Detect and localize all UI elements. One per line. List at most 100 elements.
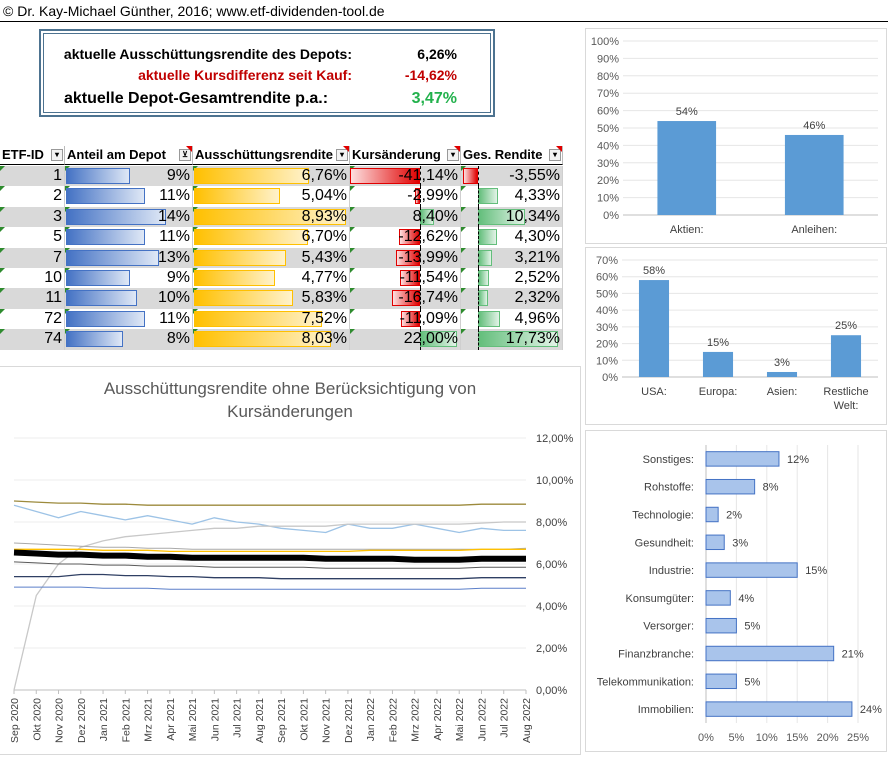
x-tick-label: Mrz 2022 (410, 698, 422, 742)
etf-id-cell[interactable]: 3 (0, 206, 65, 228)
data-label: 15% (707, 337, 729, 349)
filter-active-icon[interactable]: ⊻ (179, 149, 191, 161)
yield-cell[interactable]: 4,77% (193, 268, 350, 289)
column-header-label: Anteil am Depot (67, 147, 166, 162)
yield-value: 6,70% (301, 228, 347, 246)
etf-id-cell[interactable]: 5 (0, 227, 65, 248)
change-cell[interactable]: -13,99% (350, 247, 461, 268)
yield-cell[interactable]: 6,70% (193, 227, 350, 248)
share-cell[interactable]: 11% (65, 186, 193, 207)
cell-marker-icon (461, 288, 466, 294)
total-cell[interactable]: 17,73% (461, 329, 563, 350)
share-value: 10% (157, 289, 190, 307)
column-header-yield[interactable]: Ausschüttungsrendite ▾ (193, 146, 350, 165)
yield-cell[interactable]: 8,93% (193, 206, 350, 228)
change-cell[interactable]: -12,62% (350, 227, 461, 248)
share-value: 11% (159, 187, 190, 205)
total-value: 17,73% (505, 330, 560, 348)
x-tick-label: Apr 2021 (165, 698, 177, 741)
yield-value: 5,83% (301, 289, 347, 307)
bar-axis (478, 329, 479, 350)
x-tick-label: Jun 2022 (476, 698, 488, 741)
series-line (13, 542, 527, 550)
change-value: -12,62% (398, 228, 458, 246)
etf-id-cell[interactable]: 11 (0, 288, 65, 309)
dropdown-arrow-icon[interactable]: ▾ (549, 149, 561, 161)
change-cell[interactable]: -11,09% (350, 308, 461, 330)
total-cell[interactable]: 4,96% (461, 308, 563, 330)
x-tick-label: Nov 2021 (321, 698, 333, 743)
column-header-etf-id[interactable]: ETF-ID ▾ (0, 146, 65, 165)
series-line (14, 573, 526, 580)
etf-id-cell[interactable]: 1 (0, 166, 65, 187)
etf-id-cell[interactable]: 7 (0, 247, 65, 268)
yield-cell[interactable]: 6,76% (193, 166, 350, 187)
change-cell[interactable]: -41,14% (350, 166, 461, 187)
y-tick-label: 40% (597, 140, 619, 152)
yield-cell[interactable]: 5,04% (193, 186, 350, 207)
change-cell[interactable]: -2,99% (350, 186, 461, 207)
share-cell[interactable]: 9% (65, 268, 193, 289)
share-cell[interactable]: 9% (65, 166, 193, 187)
column-header-share[interactable]: Anteil am Depot ⊻ (65, 146, 193, 165)
total-cell[interactable]: 4,30% (461, 227, 563, 248)
yield-cell[interactable]: 7,52% (193, 308, 350, 330)
share-cell[interactable]: 13% (65, 247, 193, 268)
bar (784, 134, 844, 215)
column-header-total[interactable]: Ges. Rendite ▾ (461, 146, 563, 165)
etf-id-cell[interactable]: 2 (0, 186, 65, 207)
change-cell[interactable]: 8,40% (350, 206, 461, 228)
y-tick-label: 60% (596, 272, 618, 284)
yield-data-bar (194, 208, 346, 225)
change-data-bar (350, 168, 420, 184)
category-label: Versorger: (643, 621, 694, 633)
cell-marker-icon (0, 288, 5, 294)
y-tick-label: 2,00% (536, 643, 567, 655)
total-cell[interactable]: -3,55% (461, 166, 563, 187)
dropdown-arrow-icon[interactable]: ▾ (336, 149, 348, 161)
change-cell[interactable]: -16,74% (350, 288, 461, 309)
etf-id-cell[interactable]: 10 (0, 268, 65, 289)
y-tick-label: 4,00% (536, 601, 567, 613)
data-label: 8% (763, 482, 779, 494)
change-cell[interactable]: 22,00% (350, 329, 461, 350)
share-cell[interactable]: 8% (65, 329, 193, 350)
yield-cell[interactable]: 5,43% (193, 247, 350, 268)
yield-cell[interactable]: 8,03% (193, 329, 350, 350)
bar-axis (478, 227, 479, 248)
total-data-bar (478, 249, 493, 266)
share-cell[interactable]: 10% (65, 288, 193, 309)
total-cell[interactable]: 2,52% (461, 268, 563, 289)
y-tick-label: 10,00% (536, 475, 574, 487)
share-cell[interactable]: 11% (65, 308, 193, 330)
dropdown-arrow-icon[interactable]: ▾ (447, 149, 459, 161)
total-cell[interactable]: 10,34% (461, 206, 563, 228)
category-label: USA: (641, 386, 667, 398)
change-cell[interactable]: -11,54% (350, 268, 461, 289)
etf-id-cell[interactable]: 72 (0, 308, 65, 330)
sector-chart-svg: 0% 5% 10% 15% 20% 25% Sonstiges: 12% Rohstoffe: 8… (597, 445, 882, 744)
yield-history-chart-svg: Ausschüttungsrendite ohne Berücksichtigu… (9, 379, 574, 743)
etf-id-cell[interactable]: 74 (0, 329, 65, 350)
cell-marker-icon (0, 166, 5, 171)
x-tick-label: Okt 2021 (298, 698, 310, 741)
yield-data-bar (194, 188, 280, 205)
column-header-label: ETF-ID (2, 147, 44, 162)
data-label: 3% (774, 357, 790, 369)
data-label: 12% (787, 454, 809, 466)
y-tick-label: 50% (597, 123, 619, 135)
yield-cell[interactable]: 5,83% (193, 288, 350, 309)
comment-marker-icon (343, 146, 349, 152)
y-tick-label: 6,00% (536, 559, 567, 571)
data-label: 24% (860, 704, 882, 716)
bar-axis (420, 166, 421, 187)
share-cell[interactable]: 14% (65, 206, 193, 228)
sort-icon[interactable]: ▾ (51, 149, 63, 161)
bar (705, 673, 737, 690)
column-header-change[interactable]: Kursänderung ▾ (350, 146, 461, 165)
data-label: 2% (726, 510, 742, 522)
total-cell[interactable]: 3,21% (461, 247, 563, 268)
share-cell[interactable]: 11% (65, 227, 193, 248)
total-cell[interactable]: 4,33% (461, 186, 563, 207)
total-cell[interactable]: 2,32% (461, 288, 563, 309)
